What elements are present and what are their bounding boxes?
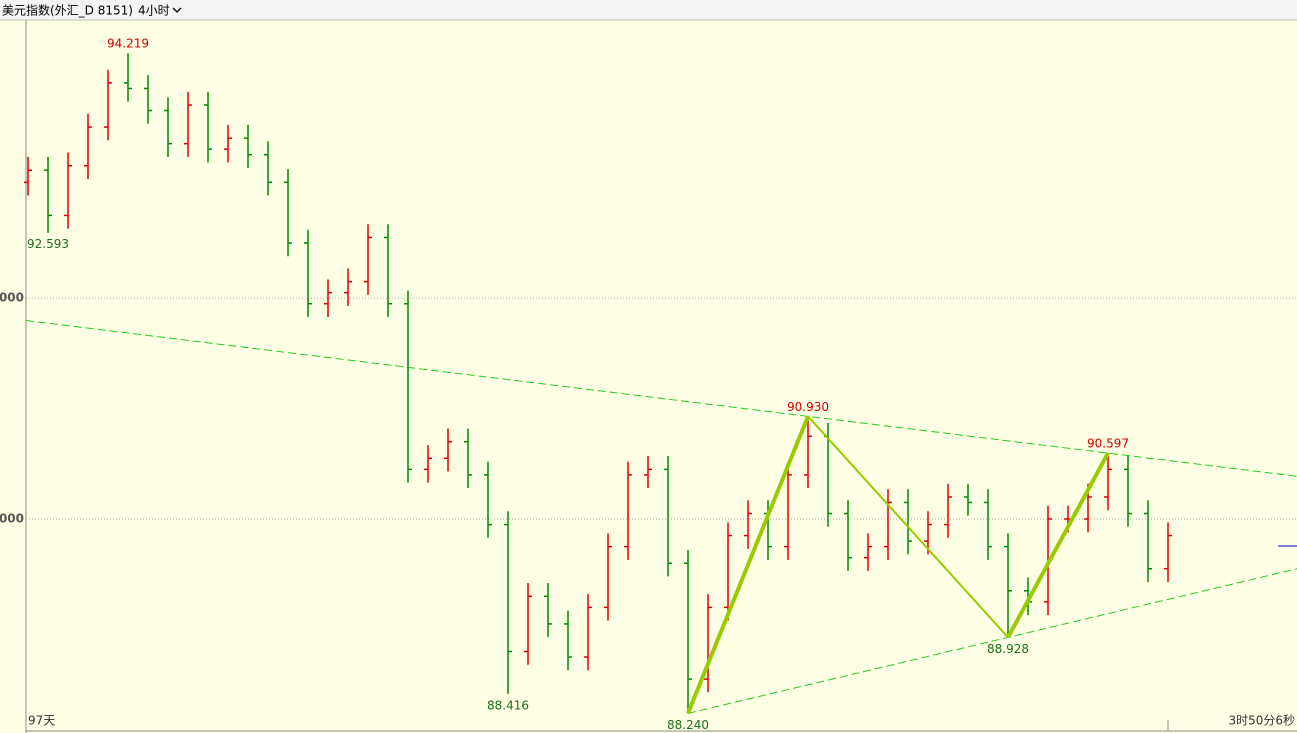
peak-label: 88.416 xyxy=(487,698,529,712)
peak-label: 90.597 xyxy=(1087,437,1129,451)
range-label: 97天 xyxy=(28,714,55,728)
wave-line xyxy=(1006,452,1110,639)
y-tick-label: 90.000 xyxy=(0,512,24,526)
y-tick-label: 92.000 xyxy=(0,291,24,305)
plot-background xyxy=(0,20,1297,733)
peak-label: 88.928 xyxy=(987,642,1029,656)
peak-label: 90.930 xyxy=(787,400,829,414)
upper-trendline xyxy=(25,320,1297,477)
lower-trendline xyxy=(687,568,1297,714)
countdown: 3时50分6秒 xyxy=(1228,714,1295,728)
dropdown-icon[interactable] xyxy=(172,7,182,13)
peak-label: 88.240 xyxy=(667,718,709,732)
wave-line xyxy=(807,415,1009,639)
wave-line xyxy=(686,415,810,715)
peak-label: 92.593 xyxy=(27,237,69,251)
header-bar xyxy=(0,0,1297,20)
chart-title: 美元指数(外汇_D 8151) xyxy=(2,3,133,18)
period-selector[interactable]: 4小时 xyxy=(138,4,170,18)
peak-label: 94.219 xyxy=(107,37,149,51)
